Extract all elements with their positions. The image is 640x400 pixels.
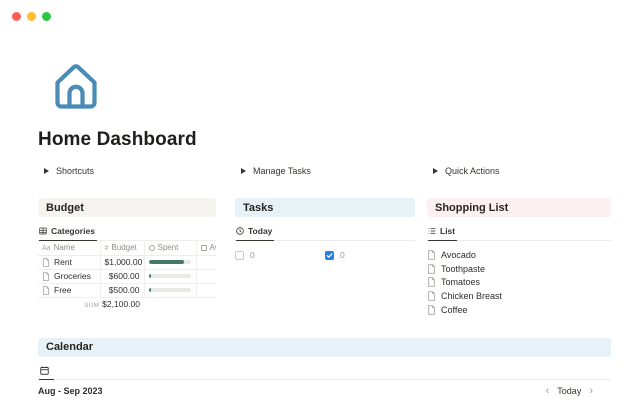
page-icon [43, 271, 49, 281]
row-name: Rent [54, 257, 72, 267]
column-header-spent[interactable]: Spent [144, 241, 197, 256]
shopping-section-title: Shopping List [427, 198, 611, 217]
toggle-row: Shortcuts Manage Tasks Quick Actions [38, 166, 611, 176]
available-value: $5 [196, 269, 216, 284]
shopping-list-section: Shopping List List Avocado Toothpaste [427, 198, 611, 317]
checkbox-checked-icon[interactable] [325, 250, 334, 260]
column-header-available[interactable]: Av [196, 241, 216, 256]
rollup-property-icon [148, 245, 155, 252]
group-count: 0 [250, 250, 255, 260]
minimize-window-button[interactable] [27, 12, 36, 21]
budget-tabrow: Categories [38, 224, 216, 241]
calendar-range-label: Aug - Sep 2023 [38, 386, 103, 397]
close-window-button[interactable] [12, 12, 21, 21]
window-controls [12, 12, 51, 21]
task-group-todo: 0 [235, 250, 325, 260]
budget-value: $500.00 [100, 283, 145, 298]
budget-value: $600.00 [100, 269, 145, 284]
column-header-budget[interactable]: # Budget [100, 241, 145, 256]
chevron-left-icon[interactable]: ‹ [545, 384, 550, 397]
tasks-section-title: Tasks [235, 198, 415, 217]
budget-sum[interactable]: SUM $2,100.00 [84, 299, 140, 310]
page-icon [428, 305, 435, 315]
tab-label: Today [248, 226, 273, 236]
page-icon [43, 285, 49, 295]
tasks-tabrow: Today [235, 224, 415, 241]
tasks-board: 0 0 [235, 250, 415, 260]
list-item[interactable]: Tomatoes [427, 276, 611, 290]
clock-icon [236, 227, 244, 235]
calendar-tabrow [38, 364, 611, 380]
tab-categories[interactable]: Categories [39, 224, 97, 241]
toggle-quick-actions[interactable]: Quick Actions [427, 166, 611, 176]
chevron-right-icon[interactable]: › [589, 384, 593, 397]
budget-row-rent[interactable]: Rent $1,000.00 $1 [38, 255, 216, 270]
calendar-toolbar: Aug - Sep 2023 ‹ Today › [38, 384, 611, 397]
task-group-done: 0 [325, 250, 415, 260]
list-icon [428, 228, 436, 234]
available-value: $4 [196, 283, 216, 298]
row-name: Free [54, 285, 72, 295]
available-value: $1 [196, 255, 216, 270]
list-item[interactable]: Chicken Breast [427, 289, 611, 303]
spent-progress-bar [148, 274, 191, 278]
page-icon [43, 257, 49, 267]
spent-progress-bar [148, 260, 191, 264]
toggle-label: Quick Actions [445, 166, 500, 176]
toggle-manage-tasks[interactable]: Manage Tasks [235, 166, 415, 176]
list-item[interactable]: Toothpaste [427, 262, 611, 276]
spent-progress-bar [148, 288, 191, 292]
formula-property-icon [200, 245, 207, 252]
table-icon [39, 227, 47, 235]
budget-value: $1,000.00 [100, 255, 145, 270]
toggle-triangle-icon [44, 168, 49, 174]
row-name: Groceries [54, 271, 91, 281]
tasks-section: Tasks Today 0 0 [235, 198, 415, 317]
number-property-icon: # [104, 245, 109, 253]
budget-row-groceries[interactable]: Groceries $600.00 $5 [38, 269, 216, 284]
page-icon-house[interactable] [46, 56, 106, 116]
tab-list[interactable]: List [428, 224, 458, 241]
text-property-icon: Aa [42, 245, 51, 253]
toggle-triangle-icon [241, 168, 246, 174]
toggle-label: Manage Tasks [253, 166, 311, 176]
budget-row-free[interactable]: Free $500.00 $4 [38, 283, 216, 298]
toggle-triangle-icon [433, 168, 438, 174]
tab-today[interactable]: Today [236, 224, 275, 241]
page-title: Home Dashboard [38, 129, 197, 150]
shopping-tabrow: List [427, 224, 611, 241]
zoom-window-button[interactable] [42, 12, 51, 21]
calendar-section: Calendar Aug - Sep 2023 ‹ Today › [38, 337, 611, 397]
page-icon [428, 250, 435, 260]
shopping-items: Avocado Toothpaste Tomatoes Chicken Brea… [427, 248, 611, 317]
today-button[interactable]: Today [557, 386, 582, 397]
calendar-icon [40, 366, 49, 375]
page-icon [428, 291, 435, 301]
page-icon [428, 263, 435, 274]
toggle-label: Shortcuts [56, 166, 95, 176]
tab-calendar-view[interactable] [39, 364, 54, 380]
tab-label: Categories [51, 226, 95, 236]
list-item[interactable]: Coffee [427, 303, 611, 317]
checkbox-unchecked-icon[interactable] [235, 250, 244, 260]
calendar-section-title: Calendar [38, 337, 611, 357]
toggle-shortcuts[interactable]: Shortcuts [38, 166, 216, 176]
budget-section-title: Budget [38, 198, 216, 217]
group-count: 0 [340, 250, 345, 260]
column-header-name[interactable]: Aa Name [38, 241, 101, 256]
tab-label: List [440, 226, 456, 236]
page-icon [428, 277, 435, 288]
budget-section: Budget Categories Aa Name # Budget Spent [38, 198, 216, 317]
list-item[interactable]: Avocado [427, 248, 611, 262]
calendar-nav: ‹ Today › [545, 384, 593, 397]
house-icon [55, 64, 97, 109]
